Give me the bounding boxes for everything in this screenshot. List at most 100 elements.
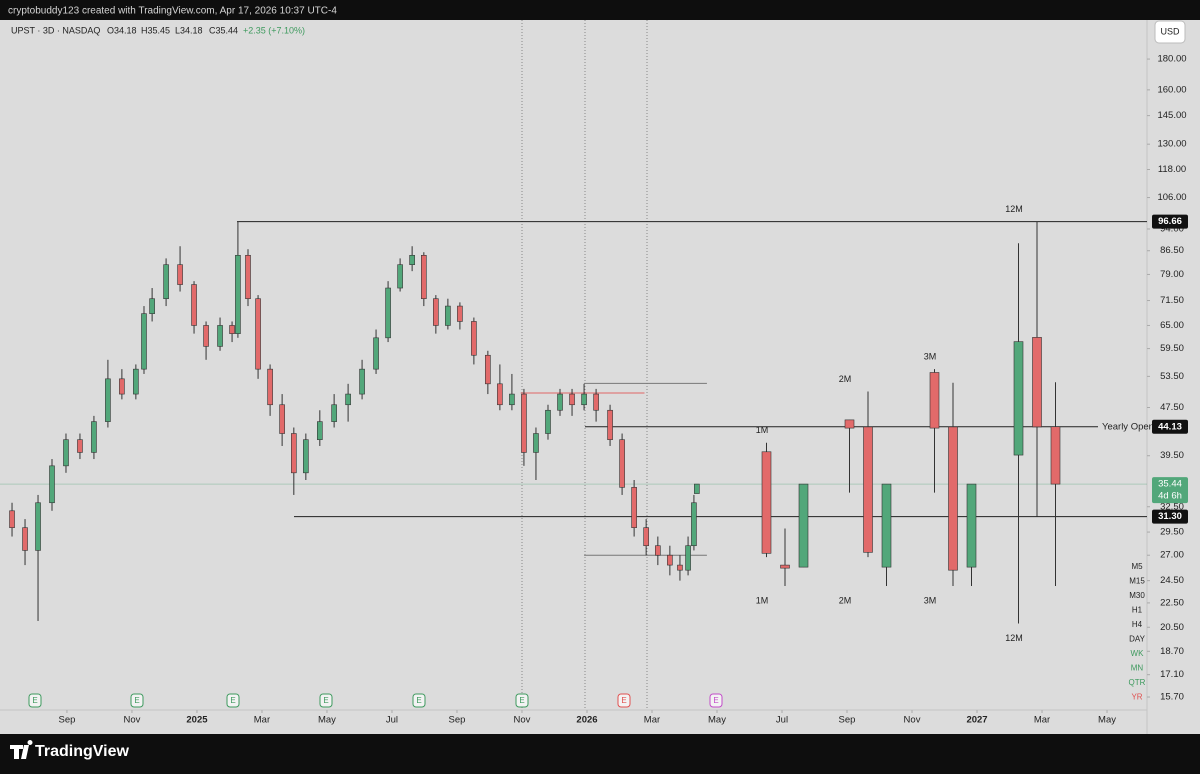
- ohlc-high: H35.45: [141, 25, 170, 35]
- candle-body: [655, 545, 661, 556]
- earnings-letter: E: [134, 696, 139, 705]
- countdown: 4d 6h: [1158, 491, 1182, 502]
- candle-body: [685, 545, 691, 571]
- y-tick-label: 24.50: [1160, 575, 1184, 586]
- x-tick-label: 2025: [186, 715, 208, 726]
- htf-label: 1M: [756, 425, 769, 435]
- candle-body: [881, 483, 892, 568]
- candle-body: [966, 483, 977, 568]
- candle-body: [533, 433, 539, 453]
- htf-label: 3M: [924, 595, 937, 605]
- earnings-icon: [28, 693, 42, 708]
- timeframe-label: M5: [1131, 562, 1143, 571]
- timeframe-label: MN: [1131, 664, 1144, 673]
- candle-body: [105, 378, 111, 422]
- candle-body: [619, 439, 625, 488]
- candle-body: [581, 393, 587, 406]
- y-tick-label: 160.00: [1157, 84, 1186, 95]
- timeframe-label: M15: [1129, 577, 1145, 586]
- candle-body: [303, 439, 309, 474]
- brand: TradingView: [35, 743, 130, 760]
- x-tick-label: 2027: [966, 715, 987, 726]
- y-tick-label: 20.50: [1160, 622, 1184, 633]
- earnings-letter: E: [32, 696, 37, 705]
- logo-mark: [10, 740, 33, 759]
- y-tick-label: 53.50: [1160, 371, 1184, 382]
- x-tick-label: Sep: [449, 715, 466, 726]
- level-box: [1152, 419, 1188, 434]
- candle-body: [521, 393, 527, 453]
- candle-body: [593, 393, 599, 411]
- x-tick-label: Nov: [904, 715, 921, 726]
- ohlc-open: O34.18: [107, 25, 137, 35]
- earnings-icon: [709, 693, 723, 708]
- candle-body: [63, 439, 69, 467]
- timeframe-label: DAY: [1129, 635, 1146, 644]
- x-tick-label: Nov: [124, 715, 141, 726]
- currency-button[interactable]: [1154, 20, 1186, 44]
- symbol: UPST · 3D · NASDAQ: [11, 25, 100, 35]
- earnings-letter: E: [323, 696, 328, 705]
- candle-body: [694, 483, 700, 494]
- earnings-letter: E: [621, 696, 626, 705]
- candle-body: [545, 409, 551, 434]
- timeframe-label: WK: [1131, 649, 1145, 658]
- earnings-icon: [130, 693, 144, 708]
- ohlc-low: L34.18: [175, 25, 203, 35]
- candle-body: [141, 313, 147, 370]
- candle-body: [1032, 337, 1042, 428]
- candle-body: [643, 527, 649, 547]
- candle-body: [421, 254, 427, 300]
- candle-body: [691, 502, 697, 547]
- candle-body: [9, 510, 15, 528]
- x-tick-label: May: [1098, 715, 1116, 726]
- htf-label: 3M: [924, 352, 937, 362]
- htf-label: 12M: [1005, 204, 1023, 214]
- last-price-label: 35.44: [1158, 479, 1182, 490]
- candle-body: [798, 483, 809, 568]
- candle-body: [91, 421, 97, 453]
- level-name: Yearly Open: [1102, 421, 1154, 432]
- candle-body: [409, 254, 415, 265]
- y-tick-label: 180.00: [1157, 54, 1186, 65]
- timeframe-label: H4: [1132, 620, 1143, 629]
- candle-body: [245, 254, 251, 300]
- htf-label: 1M: [756, 595, 769, 605]
- y-tick-label: 32.50: [1160, 501, 1184, 512]
- logo: TradingView: [10, 740, 130, 760]
- y-tick-label: 39.50: [1160, 450, 1184, 461]
- y-tick-label: 27.00: [1160, 550, 1184, 561]
- x-tick-label: 2026: [576, 715, 597, 726]
- y-tick-label: 65.00: [1160, 320, 1184, 331]
- x-tick-label: Jul: [776, 715, 788, 726]
- candle-body: [485, 354, 491, 385]
- candle-body: [229, 325, 235, 334]
- level-label: 96.66: [1158, 216, 1182, 227]
- candle-body: [177, 264, 183, 285]
- candle-body: [471, 321, 477, 356]
- candle-body: [445, 305, 451, 326]
- earnings-icon: [412, 693, 426, 708]
- candle-body: [433, 298, 439, 326]
- candle-body: [35, 502, 41, 551]
- candle-body: [863, 426, 873, 553]
- currency[interactable]: USD: [1160, 26, 1180, 36]
- timeframe-label: QTR: [1129, 678, 1146, 687]
- htf-label: 2M: [839, 595, 852, 605]
- candle-body: [1050, 426, 1061, 485]
- candle-body: [119, 378, 125, 395]
- candle-body: [1013, 341, 1024, 456]
- earnings-icon: [617, 693, 631, 708]
- last-price-box: [1152, 477, 1188, 504]
- htf-label: 2M: [839, 374, 852, 384]
- candle-body: [267, 368, 273, 406]
- earnings-letter: E: [713, 696, 718, 705]
- y-tick-label: 106.00: [1157, 192, 1186, 203]
- candle-body: [509, 393, 515, 406]
- candle-body: [761, 451, 772, 554]
- candle-body: [133, 368, 139, 395]
- x-tick-label: Nov: [514, 715, 531, 726]
- x-tick-label: Mar: [1034, 715, 1050, 726]
